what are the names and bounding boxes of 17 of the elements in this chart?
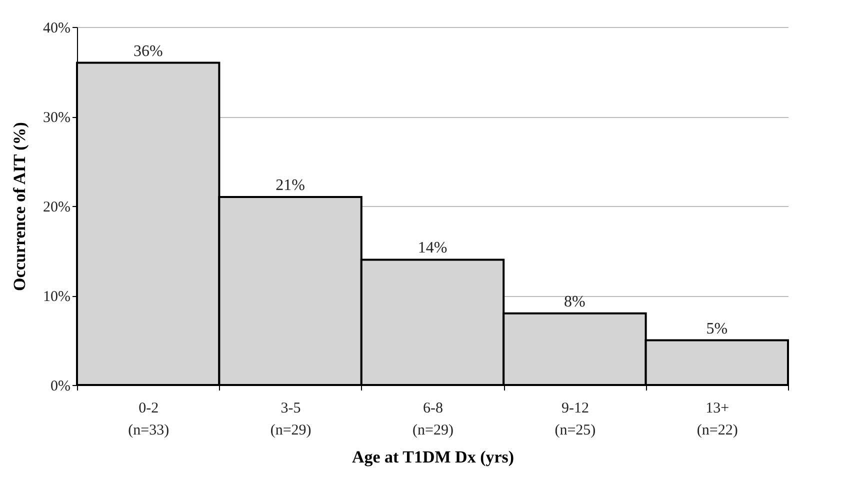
y-tick-label: 30% bbox=[43, 110, 70, 126]
data-label: 21% bbox=[276, 177, 305, 194]
y-tick-label: 40% bbox=[43, 20, 70, 36]
x-tick-label: 6-8 (n=29) bbox=[412, 400, 454, 438]
x-tick-label: 13+ (n=22) bbox=[696, 400, 738, 438]
x-tick-label: 9-12 (n=25) bbox=[554, 400, 596, 438]
y-tick-label: 10% bbox=[43, 289, 70, 305]
data-label: 8% bbox=[564, 293, 586, 310]
x-tick-label: 3-5 (n=29) bbox=[270, 400, 312, 438]
x-tick-label: 0-2 (n=33) bbox=[128, 400, 170, 438]
data-label: 36% bbox=[133, 42, 163, 60]
data-label: 14% bbox=[418, 240, 448, 257]
x-axis-title: Age at T1DM Dx (yrs) bbox=[352, 448, 514, 466]
data-label: 5% bbox=[706, 320, 728, 338]
y-axis-title: Occurrence of AIT (%) bbox=[10, 122, 30, 291]
y-tick-label: 20% bbox=[43, 200, 70, 216]
y-tick-label: 0% bbox=[50, 378, 70, 394]
